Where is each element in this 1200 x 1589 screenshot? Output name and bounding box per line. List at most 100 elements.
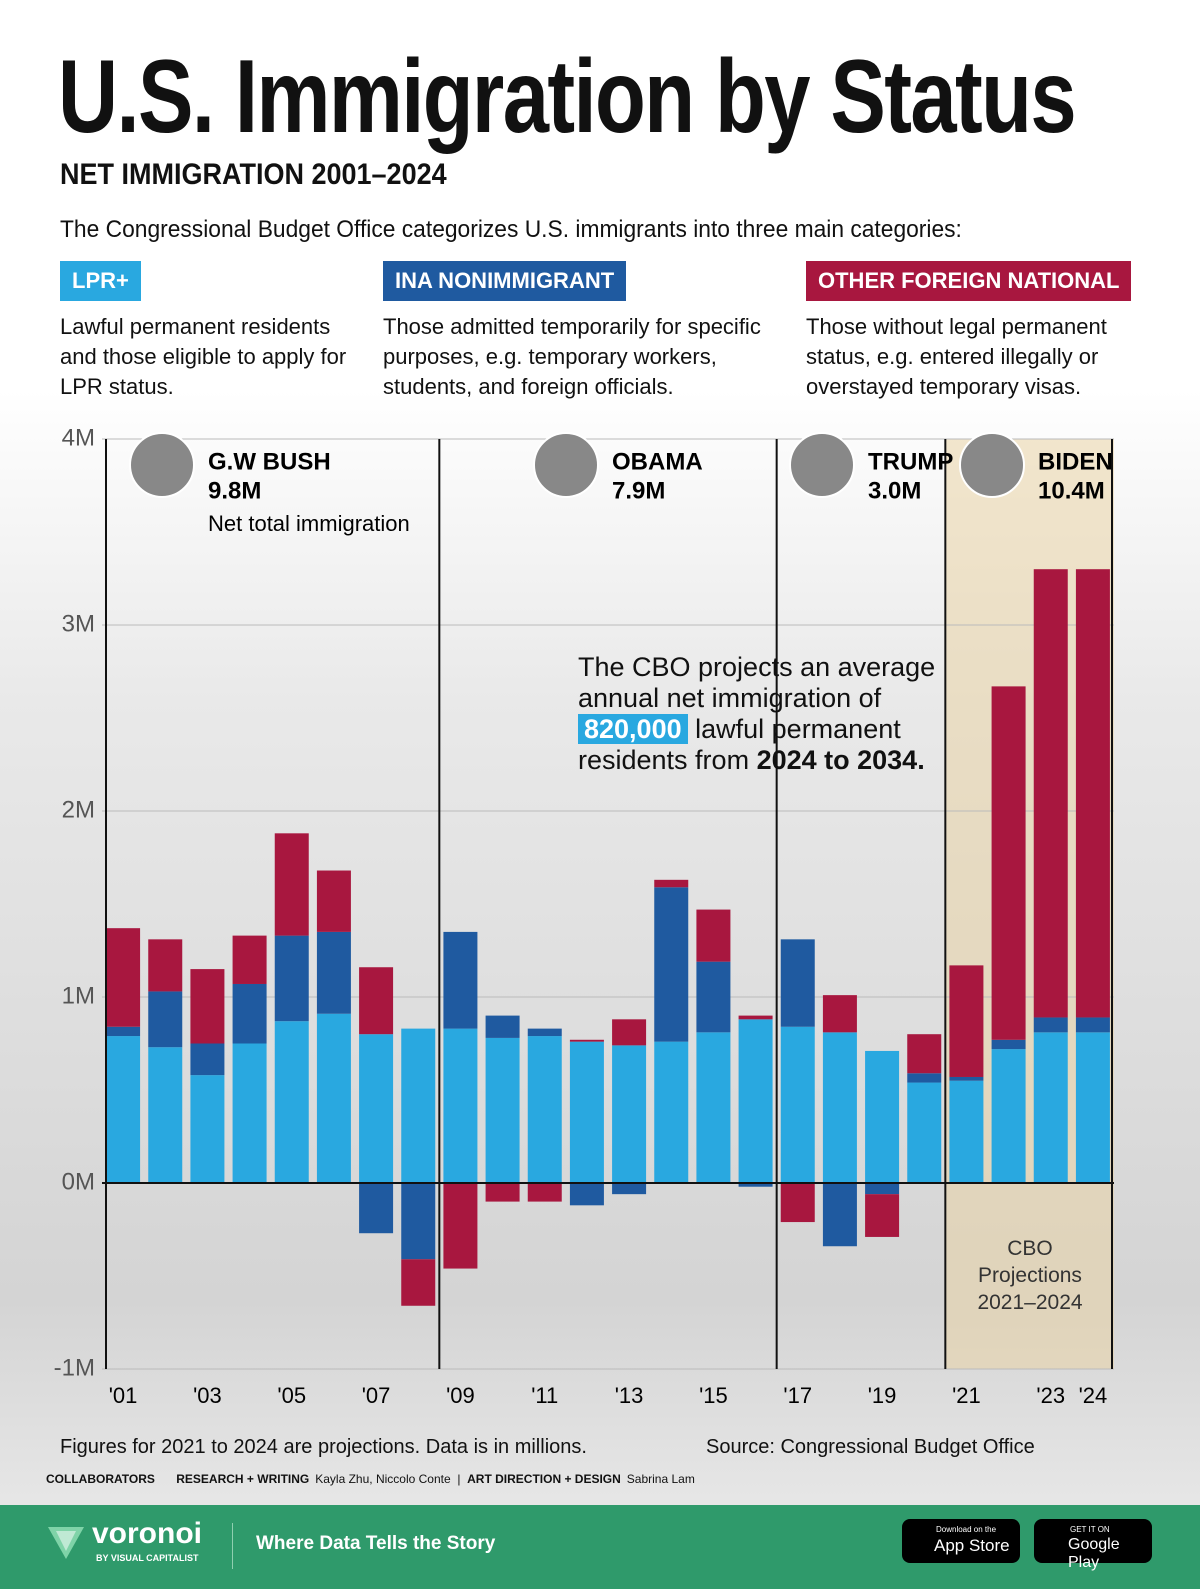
label: COLLABORATORS xyxy=(46,1472,155,1486)
callout-bold: 2024 to 2034. xyxy=(756,745,925,775)
tagline: Where Data Tells the Story xyxy=(256,1533,496,1554)
bar-segment xyxy=(612,1019,647,1046)
legend-label: INA NONIMMIGRANT xyxy=(383,261,627,301)
bar-segment xyxy=(443,931,478,1029)
bar-segment xyxy=(991,1049,1026,1183)
y-tick-label: 0M xyxy=(62,1168,95,1195)
bar-segment xyxy=(106,928,141,1027)
bar-segment xyxy=(738,1019,773,1183)
callout-text: lawful permanent residents from xyxy=(578,714,901,775)
bar-segment xyxy=(907,1034,942,1074)
bar-segment xyxy=(401,1028,436,1183)
bar-segment xyxy=(822,1183,857,1247)
google-play-badge[interactable]: GET IT ON Google Play xyxy=(1034,1519,1152,1571)
label: RESEARCH + WRITING xyxy=(176,1472,310,1486)
bar-segment xyxy=(822,1032,857,1183)
president-total: 7.9M xyxy=(612,477,665,504)
x-tick-label: '11 xyxy=(531,1383,558,1408)
callout: The CBO projects an average annual net i… xyxy=(578,652,948,776)
bar-segment xyxy=(274,833,309,936)
source: Source: Congressional Budget Office xyxy=(706,1436,1035,1458)
y-tick-label: 4M xyxy=(62,424,95,451)
x-tick-label: '24 xyxy=(1079,1383,1108,1408)
portrait xyxy=(959,432,1025,498)
chart: -1M 0M 1M 2M 3M 4M '01 '03 '05 '07 '09 '11 '13 '15 '17… xyxy=(54,424,1114,1408)
credit: Kayla Zhu, Niccolo Conte xyxy=(315,1472,451,1486)
bar-segment xyxy=(1033,1017,1068,1033)
bar-segment xyxy=(991,686,1026,1040)
x-tick-label: '21 xyxy=(952,1383,981,1408)
bar-segment xyxy=(1075,1032,1110,1183)
president-name: G.W BUSH xyxy=(208,448,331,475)
title: U.S. Immigration by Status xyxy=(58,39,1077,155)
x-tick-label: '13 xyxy=(615,1383,644,1408)
portrait xyxy=(789,432,855,498)
bar-segment xyxy=(316,870,351,932)
projection-label: CBO Projections 2021–2024 xyxy=(977,1237,1083,1314)
legend-description: Lawful permanent residents and those eli… xyxy=(60,314,347,399)
bar-segment xyxy=(316,1013,351,1183)
legend-label: OTHER FOREIGN NATIONAL xyxy=(806,261,1132,301)
bar-segment xyxy=(485,1183,520,1202)
bar-segment xyxy=(569,1041,604,1183)
bar-segment xyxy=(612,1045,647,1183)
bar-segment xyxy=(148,1047,183,1183)
bar-segment xyxy=(991,1039,1026,1050)
bar-segment xyxy=(443,1028,478,1183)
bar-segment xyxy=(1075,569,1110,1018)
bar-segment xyxy=(1033,569,1068,1018)
bar-segment xyxy=(274,1021,309,1183)
bar-segment xyxy=(822,995,857,1033)
bar-segment xyxy=(401,1183,436,1260)
bar-segment xyxy=(443,1183,478,1269)
x-tick-label: '15 xyxy=(699,1383,728,1408)
bar-segment xyxy=(359,1034,394,1183)
bar-segment xyxy=(949,1080,984,1183)
bar-segment xyxy=(190,1075,225,1183)
bar-segment xyxy=(949,1076,984,1081)
x-tick-label: '05 xyxy=(277,1383,306,1408)
bar-segment xyxy=(316,931,351,1014)
bar-segment xyxy=(780,1183,815,1223)
x-tick-label: '23 xyxy=(1036,1383,1065,1408)
president-total: 3.0M xyxy=(868,477,921,504)
badge-text: App Store xyxy=(934,1536,1010,1555)
footnote: Figures for 2021 to 2024 are projections… xyxy=(60,1436,587,1458)
badge-small: Download on the xyxy=(936,1525,997,1534)
y-tick-label: 2M xyxy=(62,796,95,823)
bar-segment xyxy=(949,965,984,1077)
credit: Sabrina Lam xyxy=(626,1472,695,1486)
portrait xyxy=(533,432,599,498)
bar-segment xyxy=(865,1194,900,1237)
label: ART DIRECTION + DESIGN xyxy=(467,1472,621,1486)
bar-segment xyxy=(485,1015,520,1038)
y-tick-label: 3M xyxy=(62,610,95,637)
y-tick-label: 1M xyxy=(62,982,95,1009)
legend-label: LPR+ xyxy=(60,261,141,301)
y-tick-label: -1M xyxy=(54,1354,95,1381)
bar-segment xyxy=(569,1039,604,1042)
bar-segment xyxy=(401,1259,436,1306)
bar-segment xyxy=(865,1183,900,1195)
footer-bar: voronoi BY VISUAL CAPITALIST Where Data … xyxy=(0,1505,1200,1589)
bar-segment xyxy=(527,1036,562,1183)
president-total: 9.8M xyxy=(208,477,261,504)
app-store-badge[interactable]: Download on the App Store xyxy=(902,1519,1020,1563)
bar-segment xyxy=(232,935,267,984)
x-tick-label: '19 xyxy=(868,1383,897,1408)
callout-highlight: 820,000 xyxy=(578,714,688,744)
bar-segment xyxy=(274,935,309,1022)
bar-segment xyxy=(738,1183,773,1187)
x-tick-label: '03 xyxy=(193,1383,222,1408)
bar-segment xyxy=(696,909,731,962)
president-name: BIDEN xyxy=(1038,448,1113,475)
president-note: Net total immigration xyxy=(208,511,410,536)
president-name: OBAMA xyxy=(612,448,703,475)
portrait xyxy=(129,432,195,498)
president-total: 10.4M xyxy=(1038,477,1105,504)
legend-description: Those admitted temporarily for specific … xyxy=(383,314,761,399)
bar-segment xyxy=(527,1183,562,1202)
legend-description: Those without legal permanent status, e.… xyxy=(806,314,1107,399)
x-tick-label: '17 xyxy=(783,1383,812,1408)
bar-segment xyxy=(359,1183,394,1234)
